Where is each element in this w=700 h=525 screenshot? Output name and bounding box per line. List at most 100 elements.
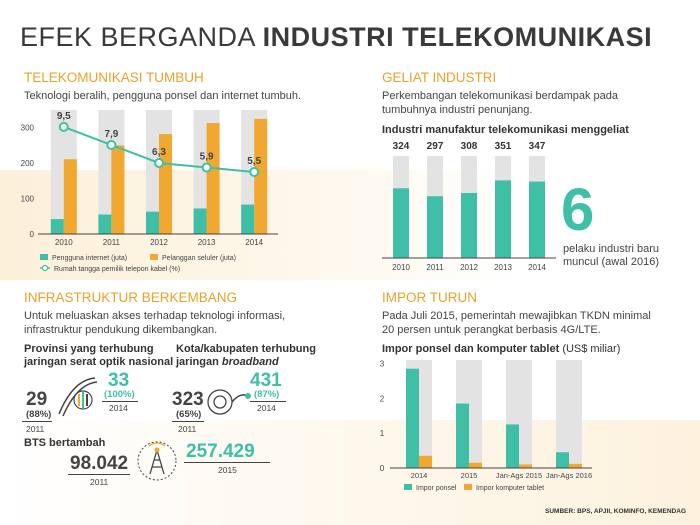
kota-old-value: 323 — [172, 389, 204, 410]
prov-new-divider — [102, 401, 138, 402]
landline-point — [106, 139, 117, 150]
kota-title-2a: jaringan — [176, 356, 222, 368]
prov-new-pct: (100%) — [104, 389, 135, 400]
internet-users-bar — [98, 214, 112, 234]
landline-point-label: 7,9 — [104, 129, 118, 140]
prov-title-1: Provinsi yang terhubung — [24, 343, 154, 355]
bts-old-divider — [68, 474, 130, 475]
bts-old-value: 98.042 — [70, 453, 129, 474]
background-bar — [556, 360, 582, 468]
legend-label-internet: Pengguna internet (juta) — [52, 255, 127, 262]
landline-point-label: 9,5 — [57, 111, 71, 122]
page-title-light: EFEK BERGANDA — [20, 22, 255, 52]
cellular-subscribers-bar — [159, 134, 172, 234]
infra-desc-2: infrastruktur pendukung dikembangkan. — [24, 324, 218, 336]
manufacturing-value-label: 347 — [529, 141, 546, 152]
x-tick-label: 2013 — [494, 263, 512, 272]
phone-import-bar — [406, 368, 419, 468]
impor-chart-title: Impor ponsel dan komputer tablet (US$ mi… — [382, 343, 620, 355]
infra-heading: INFRASTRUKTUR BERKEMBANG — [24, 290, 238, 305]
manufacturing-value-label: 351 — [495, 141, 512, 152]
kota-old-divider — [172, 421, 204, 422]
phone-import-bar — [506, 424, 519, 468]
tablet-import-bar — [419, 455, 432, 468]
kota-new-pct: (87%) — [254, 389, 280, 400]
y-tick-label: 2 — [380, 394, 385, 403]
y-tick-label: 200 — [21, 159, 35, 168]
y-tick-label: 100 — [21, 195, 35, 204]
manufacturing-value-label: 297 — [427, 141, 444, 152]
x-tick-label: 2011 — [103, 238, 121, 247]
prov-old-year: 2011 — [26, 424, 45, 434]
kota-title-2b: broadband — [221, 356, 279, 368]
page-title: EFEK BERGANDA INDUSTRI TELEKOMUNIKASI — [20, 22, 652, 53]
bts-tower-icon — [137, 441, 177, 481]
legend-swatch-phone — [404, 484, 412, 490]
landline-point — [58, 121, 69, 132]
manufacturing-bar — [393, 188, 409, 258]
cellular-subscribers-bar — [254, 118, 268, 234]
impor-desc-1: Pada Juli 2015, pemerintah mewajibkan TK… — [382, 310, 651, 322]
manufacturing-bar — [461, 192, 477, 258]
new-industry-note-2: muncul (awal 2016) — [563, 256, 659, 268]
x-tick-label: Jan-Ags 2015 — [496, 471, 542, 480]
x-tick-label: 2010 — [392, 263, 410, 272]
legend-swatch-cellular — [150, 254, 158, 260]
manufacturing-value-label: 308 — [461, 141, 478, 152]
legend-label-landline: Rumah tangga pemilik telepon kabel (%) — [54, 266, 180, 273]
internet-users-bar — [146, 211, 159, 234]
infra-desc-1: Untuk meluaskan akses terhadap teknologi… — [24, 310, 286, 322]
new-industry-count: 6 — [561, 176, 595, 243]
x-tick-label: 2014 — [528, 263, 546, 272]
internet-users-bar — [50, 219, 64, 234]
manufacturing-value-label: 324 — [393, 141, 410, 152]
fiber-optic-cable-icon — [58, 377, 98, 417]
prov-new-year: 2014 — [109, 403, 128, 413]
x-tick-label: 2012 — [150, 238, 168, 247]
bts-old-year: 2011 — [90, 477, 109, 487]
x-tick-label: 2014 — [411, 471, 428, 480]
phone-import-bar — [556, 452, 569, 468]
landline-point — [154, 157, 164, 168]
internet-users-bar — [193, 208, 207, 234]
legend-label-tablet: Impor komputer tablet — [476, 485, 544, 492]
kota-title-1: Kota/kabupaten terhubung — [176, 343, 316, 355]
y-tick-label: 1 — [380, 429, 385, 438]
kota-new-year: 2014 — [257, 403, 276, 413]
manufacturing-bar — [495, 180, 511, 258]
prov-title-2: jaringan serat optik nasional — [24, 356, 174, 368]
manufacturing-bar — [427, 196, 443, 258]
phone-import-bar — [456, 403, 469, 468]
prov-new-value: 33 — [108, 370, 130, 391]
tablet-import-bar — [569, 463, 582, 468]
bts-new-divider — [184, 462, 270, 463]
impor-chart-title-light: (US$ miliar) — [562, 343, 621, 355]
bts-new-value: 257.429 — [186, 441, 255, 462]
kota-title-2: jaringan broadband — [176, 356, 279, 369]
geliat-heading: GELIAT INDUSTRI — [382, 70, 497, 85]
x-tick-label: 2011 — [426, 263, 444, 272]
legend-label-phone: Impor ponsel — [416, 485, 457, 492]
kota-new-value: 431 — [250, 370, 282, 391]
legend-swatch-tablet — [464, 484, 472, 490]
landline-point — [249, 167, 260, 177]
y-tick-label: 0 — [380, 464, 385, 473]
prov-old-pct: (88%) — [26, 409, 52, 420]
cellular-subscribers-bar — [63, 159, 77, 234]
bts-new-year: 2015 — [218, 465, 237, 475]
x-tick-label: 2014 — [245, 238, 263, 247]
page-title-bold: INDUSTRI TELEKOMUNIKASI — [262, 22, 653, 52]
background-band-lower — [0, 420, 700, 525]
geliat-chart: 324 2010 297 2011 308 2012 351 2013 347 2014 — [382, 141, 556, 272]
manufacturing-bar — [529, 181, 545, 258]
landline-point — [201, 162, 212, 173]
landline-point-label: 6,3 — [152, 147, 166, 158]
bts-title: BTS bertambah — [24, 437, 106, 449]
x-tick-label: 2012 — [460, 263, 478, 272]
geliat-desc-1: Perkembangan telekomunikasi berdampak pa… — [382, 90, 619, 102]
new-industry-note-1: pelaku industri baru — [563, 243, 660, 255]
impor-desc-2: 20 persen untuk perangkat berbasis 4G/LT… — [382, 324, 601, 336]
impor-heading: IMPOR TURUN — [382, 290, 478, 305]
telekom-desc: Teknologi beralih, pengguna ponsel dan i… — [24, 90, 302, 102]
